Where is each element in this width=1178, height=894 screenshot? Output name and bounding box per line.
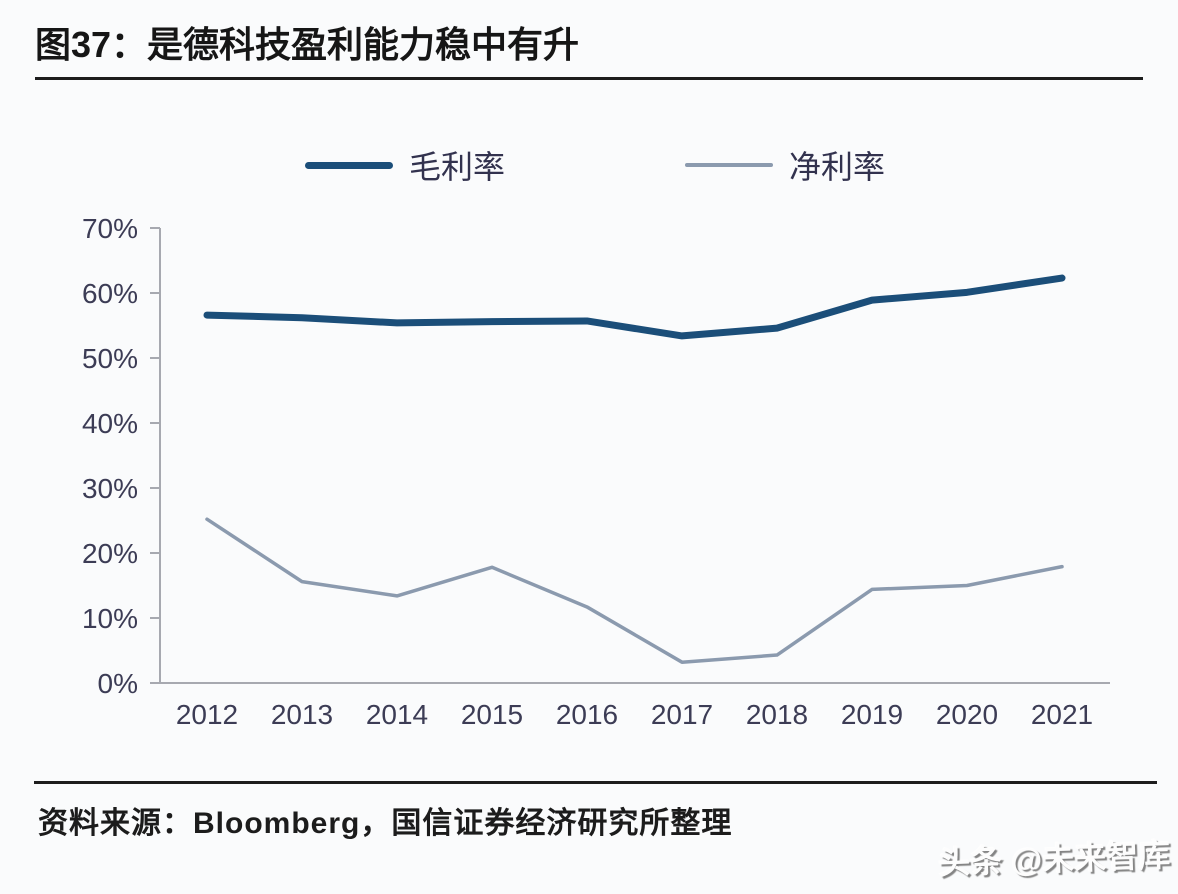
x-tick-label: 2018 [746,699,808,730]
legend-label-net-margin: 净利率 [789,149,886,185]
legend-item-net-margin: 净利率 [685,142,885,188]
footer-divider [34,781,1157,784]
legend-label-gross-margin: 毛利率 [409,149,506,185]
y-tick-label: 60% [82,278,138,309]
net-margin-line [205,517,1064,664]
y-tick-label: 10% [82,603,138,634]
x-tick-label: 2019 [841,699,903,730]
y-tick-label: 20% [82,538,138,569]
y-tick-label: 40% [82,408,138,439]
x-tick-label: 2013 [271,699,333,730]
net-margin-line-swatch [685,163,773,167]
x-tick-label: 2020 [936,699,998,730]
legend-item-gross-margin: 毛利率 [305,142,505,188]
y-tick-label: 70% [82,213,138,244]
gross-margin-line [203,274,1066,340]
x-tick-label: 2021 [1031,699,1093,730]
chart-legend: 毛利率 净利率 [0,142,1178,186]
figure-title: 图37：是德科技盈利能力稳中有升 [35,24,580,65]
x-tick-label: 2012 [176,699,238,730]
gross-margin-line-swatch [305,161,393,169]
title-divider [35,77,1143,80]
y-tick-label: 30% [82,473,138,504]
y-tick-label: 0% [98,668,138,699]
x-tick-label: 2017 [651,699,713,730]
y-tick-label: 50% [82,343,138,374]
x-tick-label: 2015 [461,699,523,730]
x-tick-label: 2016 [556,699,618,730]
x-tick-label: 2014 [366,699,428,730]
watermark: 头条 @未来智库 [937,836,1171,882]
source-note: 资料来源：Bloomberg，国信证券经济研究所整理 [38,807,733,840]
